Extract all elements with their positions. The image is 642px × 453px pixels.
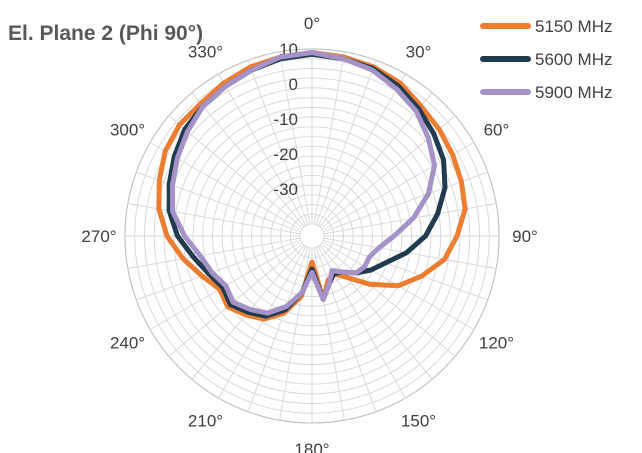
polar-grid <box>125 49 499 423</box>
chart-title: El. Plane 2 (Phi 90°) <box>8 22 203 45</box>
angular-tick-label: 120° <box>479 334 514 353</box>
angular-tick-label: 150° <box>401 411 436 430</box>
legend-label: 5600 MHz <box>535 50 612 69</box>
grid-ring <box>300 224 324 248</box>
angular-tick-label: 270° <box>81 227 116 246</box>
angular-tick-label: 210° <box>188 411 223 430</box>
grid-spoke <box>316 60 376 224</box>
grid-spoke <box>248 60 308 224</box>
legend: 5150 MHz 5600 MHz 5900 MHz <box>483 17 612 102</box>
angular-tick-label: 240° <box>110 334 145 353</box>
angular-tick-label: 300° <box>110 121 145 140</box>
legend-label: 5150 MHz <box>535 17 612 36</box>
radial-tick-label: 0 <box>289 75 298 94</box>
radial-tick-label: -10 <box>273 110 298 129</box>
angular-tick-label: 30° <box>406 43 432 62</box>
angular-tick-label: 180° <box>294 440 329 453</box>
grid-spoke <box>248 247 308 411</box>
angular-tick-label: 90° <box>512 227 538 246</box>
radial-tick-label: -20 <box>273 145 298 164</box>
legend-label: 5900 MHz <box>535 83 612 102</box>
radial-tick-label: -30 <box>273 180 298 199</box>
angular-tick-label: 60° <box>484 121 510 140</box>
angular-tick-label: 330° <box>188 43 223 62</box>
angular-tick-label: 0° <box>304 14 320 33</box>
